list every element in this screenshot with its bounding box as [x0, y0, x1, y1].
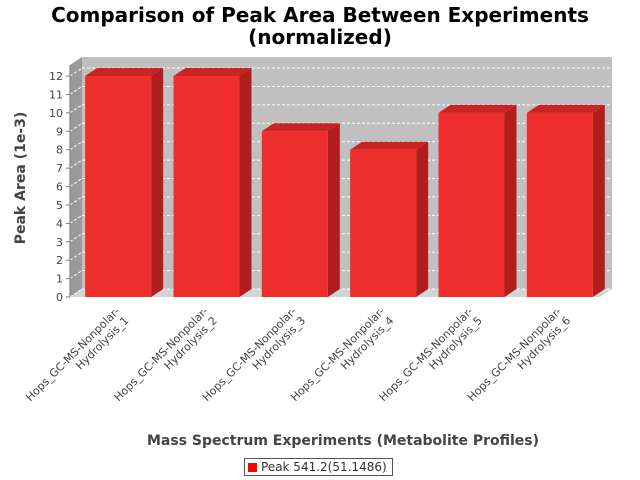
bar — [173, 76, 240, 297]
bar — [438, 112, 505, 297]
bar-side — [592, 104, 605, 297]
bar — [526, 112, 593, 297]
x-axis-label: Mass Spectrum Experiments (Metabolite Pr… — [147, 433, 539, 449]
y-tick-label: 4 — [56, 217, 63, 230]
bar-side — [504, 104, 517, 297]
gridline-side — [69, 251, 83, 261]
y-tick-label: 6 — [56, 181, 63, 194]
gridline-side — [69, 141, 83, 151]
gridline-side — [69, 270, 83, 280]
legend: Peak 541.2(51.1486) — [244, 458, 393, 476]
y-tick-label: 10 — [49, 107, 63, 120]
gridline-side — [69, 288, 83, 298]
bar — [261, 131, 328, 297]
x-tick-label-line: Hops_GC-MS-Nonpolar- — [23, 305, 122, 404]
gridline-side — [69, 86, 83, 95]
bar-top — [85, 68, 164, 77]
legend-swatch — [248, 462, 257, 472]
y-tick-label: 1 — [56, 273, 63, 286]
gridline-side — [69, 67, 83, 77]
plot-back-wall — [82, 57, 612, 289]
legend-label: Peak 541.2(51.1486) — [261, 460, 387, 474]
y-tick-label: 2 — [56, 254, 63, 267]
bar — [350, 149, 417, 297]
bar-side — [151, 68, 164, 297]
bar-top — [173, 68, 252, 77]
gridline-side — [69, 122, 83, 132]
bar-top — [261, 123, 340, 132]
y-tick-label: 7 — [56, 162, 63, 175]
y-tick-label: 8 — [56, 144, 63, 157]
bar-top — [438, 104, 517, 113]
bar-side — [327, 123, 340, 298]
chart-title: Comparison of Peak Area Between Experime… — [51, 3, 589, 27]
plot-left-wall — [70, 57, 82, 297]
chart-subtitle: (normalized) — [248, 25, 392, 49]
gridline-side — [69, 104, 83, 114]
gridline-side — [69, 233, 83, 243]
y-tick-label: 11 — [49, 88, 63, 101]
gridline-side — [69, 178, 83, 187]
gridline-side — [69, 159, 83, 169]
gridline-side — [69, 214, 83, 224]
y-tick-label: 0 — [56, 291, 63, 304]
bar-side — [416, 141, 429, 297]
y-tick-label: 9 — [56, 125, 63, 138]
y-tick-label: 12 — [49, 70, 63, 83]
bar-top — [350, 141, 429, 150]
bar — [85, 76, 152, 297]
bar-side — [239, 68, 252, 297]
y-tick-label: 5 — [56, 199, 63, 212]
gridline-side — [69, 196, 83, 206]
y-axis-label: Peak Area (1e-3) — [13, 112, 29, 245]
y-tick-label: 3 — [56, 236, 63, 249]
bar-top — [526, 104, 605, 113]
